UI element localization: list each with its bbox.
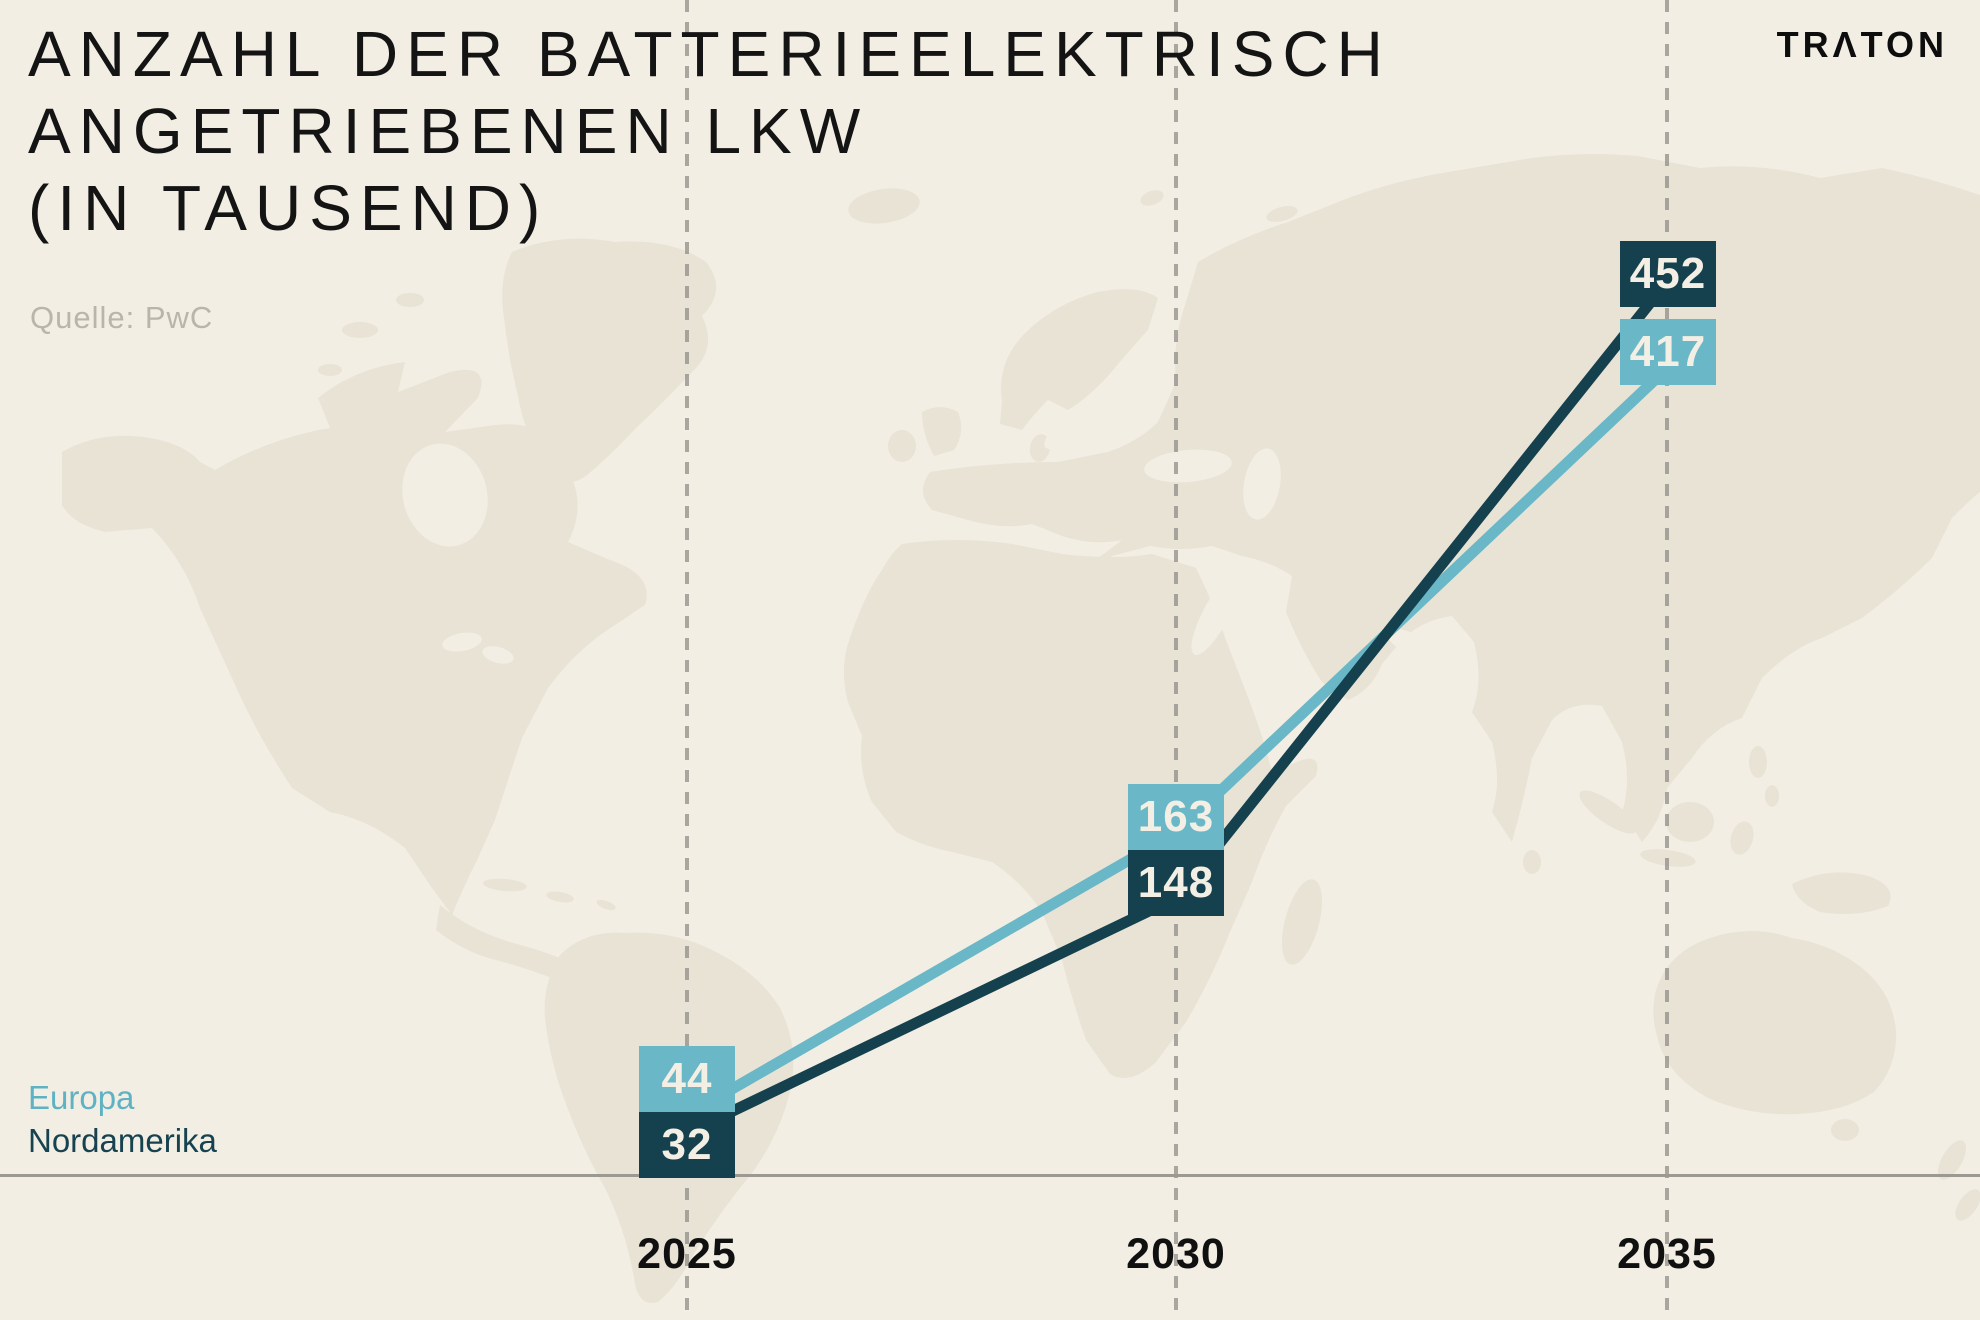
map-caribbean-2 [546, 891, 574, 903]
value-box-nordamerika-2035: 452 [1620, 241, 1716, 307]
value-box-nordamerika-2025: 32 [639, 1112, 735, 1178]
value-box-europa-2035: 417 [1620, 319, 1716, 385]
map-caspian-sea [1243, 448, 1281, 520]
map-great-lake-1 [442, 632, 482, 652]
map-black-sea [1144, 449, 1232, 483]
value-label: 44 [661, 1054, 713, 1103]
map-great-lake-2 [482, 646, 514, 664]
map-sri-lanka [1523, 850, 1541, 874]
legend-item-nordamerika: Nordamerika [28, 1122, 217, 1159]
map-arctic-canada-3 [318, 364, 342, 376]
map-persian-gulf [1387, 629, 1429, 655]
chart-title-line-2: ANGETRIEBENEN LKW [28, 95, 869, 167]
chart-title: ANZAHL DER BATTERIEELEKTRISCH ANGETRIEBE… [28, 16, 1391, 247]
map-hudson-bay [402, 443, 488, 547]
value-label: 452 [1629, 249, 1707, 298]
map-arctic-russia-2 [1322, 215, 1350, 229]
gridline-2025 [685, 0, 689, 1320]
map-arctic-russia-1 [1266, 206, 1298, 222]
value-box-nordamerika-2030: 148 [1128, 850, 1224, 916]
map-iceland [848, 188, 920, 224]
map-britain [922, 407, 962, 456]
legend: Europa Nordamerika [28, 1076, 217, 1162]
legend-item-europa: Europa [28, 1079, 135, 1116]
gridline-2035 [1665, 0, 1669, 1320]
nordamerika-line [684, 289, 1663, 1138]
chart-title-line-1: ANZAHL DER BATTERIEELEKTRISCH [28, 18, 1391, 90]
map-africa [843, 540, 1318, 1078]
chart-title-line-3: (IN TAUSEND) [28, 172, 549, 244]
value-label: 417 [1629, 327, 1707, 376]
map-arctic-canada-2 [396, 293, 424, 307]
map-baltic-sea [1044, 398, 1112, 450]
map-sumatra [1579, 790, 1637, 834]
map-japan-2 [1891, 413, 1917, 443]
axis-label-2030: 2030 [1126, 1230, 1226, 1278]
map-new-guinea [1792, 872, 1891, 914]
map-philippines-2 [1765, 785, 1779, 807]
map-philippines-1 [1749, 746, 1767, 778]
value-label: 148 [1137, 858, 1215, 907]
value-label: 163 [1137, 792, 1215, 841]
value-box-europa-2030: 163 [1128, 784, 1224, 850]
value-label: 32 [661, 1120, 713, 1169]
map-svalbard [1140, 190, 1164, 206]
map-scandinavia [1000, 289, 1158, 430]
map-caribbean-1 [483, 878, 527, 892]
map-new-zealand-2 [1955, 1189, 1980, 1221]
value-box-europa-2025: 44 [639, 1046, 735, 1112]
map-australia [1653, 931, 1897, 1115]
map-japan-1 [1870, 445, 1902, 491]
map-sulawesi [1730, 821, 1754, 855]
gridline-2030 [1174, 0, 1178, 1320]
traton-logo: TRΛTON [1776, 24, 1948, 65]
map-caribbean-3 [596, 899, 616, 911]
map-arctic-russia-3 [1378, 200, 1402, 212]
map-tasmania [1831, 1119, 1859, 1141]
map-red-sea [1191, 572, 1241, 656]
map-new-zealand-1 [1938, 1140, 1966, 1180]
map-greenland [502, 238, 717, 483]
map-arctic-canada-1 [342, 322, 378, 338]
map-borneo [1666, 802, 1714, 842]
axis-label-2025: 2025 [637, 1230, 737, 1278]
source-credit: Quelle: PwC [30, 300, 214, 335]
europa-line [684, 371, 1664, 1120]
map-madagascar [1282, 879, 1322, 965]
axis-label-2035: 2035 [1617, 1230, 1717, 1278]
map-ireland [888, 430, 916, 462]
map-central-america [436, 905, 560, 978]
map-north-america [62, 362, 647, 915]
x-axis-line [0, 1174, 1980, 1177]
